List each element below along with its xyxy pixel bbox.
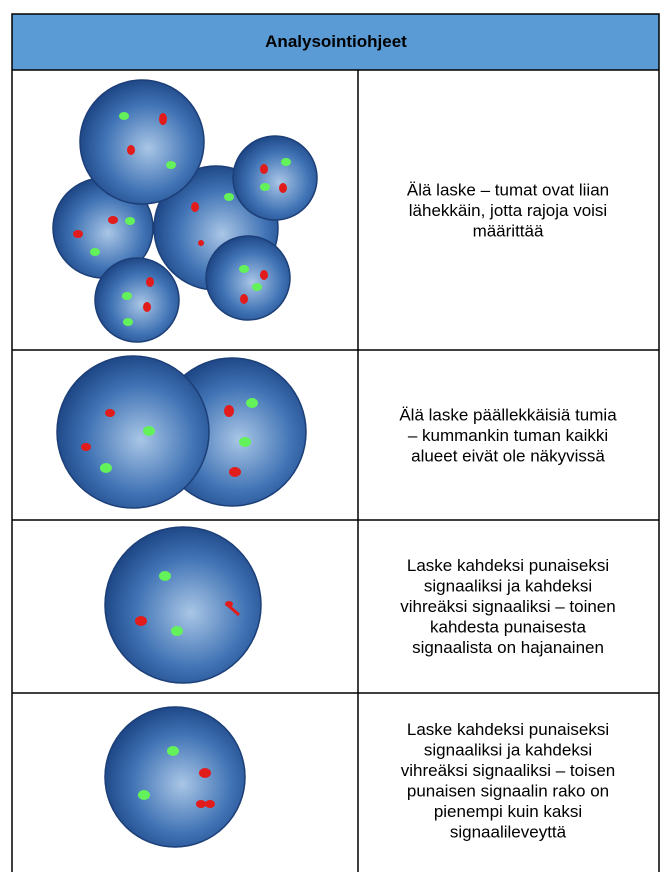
instruction-line: Älä laske päällekkäisiä tumia xyxy=(399,406,617,425)
instruction-line: vihreäksi signaaliksi – toinen xyxy=(400,597,615,616)
instruction-line: signaalista on hajanainen xyxy=(412,638,604,657)
header-cell xyxy=(12,14,659,70)
instruction-line: punaisen signaalin rako on xyxy=(407,781,609,800)
instruction-line: signaaliksi ja kahdeksi xyxy=(424,577,592,596)
instruction-line: lähekkäin, jotta rajoja voisi xyxy=(409,201,607,220)
header: Analysointiohjeet xyxy=(265,32,407,51)
instruction-line: määrittää xyxy=(473,222,544,241)
nucleus-diffuse-signal xyxy=(104,526,262,684)
instruction-line: signaalileveyttä xyxy=(450,822,567,841)
instruction-line: Älä laske – tumat ovat liian xyxy=(407,181,609,200)
instruction-line: Laske kahdeksi punaiseksi xyxy=(407,556,609,575)
instruction-line: vihreäksi signaaliksi – toisen xyxy=(401,761,616,780)
instruction-line: signaaliksi ja kahdeksi xyxy=(424,740,592,759)
instruction-line: – kummankin tuman kaikki xyxy=(408,426,608,445)
nuclei-cluster xyxy=(52,79,318,343)
instruction-line: Laske kahdeksi punaiseksi xyxy=(407,720,609,739)
instruction-line: alueet eivät ole näkyvissä xyxy=(411,447,605,466)
nucleus-split-signal xyxy=(104,706,246,848)
instruction-line: pienempi kuin kaksi xyxy=(434,802,582,821)
instruction-line: kahdesta punaisesta xyxy=(430,618,586,637)
overlapping-nuclei xyxy=(56,355,307,509)
